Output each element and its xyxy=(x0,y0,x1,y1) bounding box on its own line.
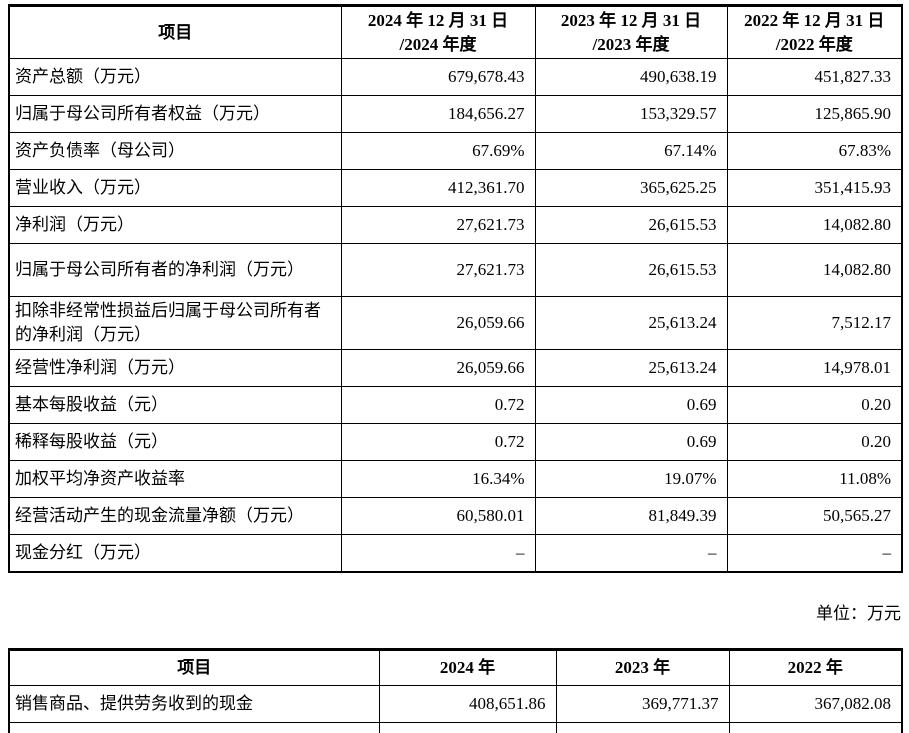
value-cell: 19.07% xyxy=(534,460,728,498)
header-item: 项目 xyxy=(8,5,342,59)
table-row: 营业收入（万元） 412,361.70 365,625.25 351,415.9… xyxy=(8,169,903,207)
value-cell: 81,849.39 xyxy=(534,497,728,535)
value-cell: 367,082.08 xyxy=(728,685,903,723)
row-label: 经营活动产生的现金流量净额（万元） xyxy=(8,497,342,535)
value-cell: 0.20 xyxy=(726,423,903,461)
row-label: 加权平均净资产收益率 xyxy=(8,460,342,498)
value-cell: 50,565.27 xyxy=(726,497,903,535)
value-cell: 26,059.66 xyxy=(340,296,536,350)
table-row: 基本每股收益（元） 0.72 0.69 0.20 xyxy=(8,386,903,424)
value-cell: 365,625.25 xyxy=(534,169,728,207)
value-cell xyxy=(728,722,903,733)
financial-indicators-table: 项目 2024 年 12 月 31 日 /2024 年度 2023 年 12 月… xyxy=(8,4,903,573)
value-cell: – xyxy=(726,534,903,572)
value-cell: 26,615.53 xyxy=(534,206,728,244)
table-header-row: 项目 2024 年 2023 年 2022 年 xyxy=(8,649,903,686)
header-period-2024: 2024 年 12 月 31 日 /2024 年度 xyxy=(340,5,536,59)
row-label: 稀释每股收益（元） xyxy=(8,423,342,461)
value-cell xyxy=(555,722,730,733)
row-label: 资产总额（万元） xyxy=(8,58,342,96)
value-cell: 0.72 xyxy=(340,423,536,461)
value-cell: 67.14% xyxy=(534,132,728,170)
value-cell: 125,865.90 xyxy=(726,95,903,133)
value-cell xyxy=(378,722,557,733)
value-cell: 67.83% xyxy=(726,132,903,170)
table-row: 净利润（万元） 27,621.73 26,615.53 14,082.80 xyxy=(8,206,903,244)
value-cell: 153,329.57 xyxy=(534,95,728,133)
table-row: 扣除非经常性损益后归属于母公司所有者的净利润（万元） 26,059.66 25,… xyxy=(8,296,903,350)
header-period-2023: 2023 年 12 月 31 日 /2023 年度 xyxy=(534,5,728,59)
table-row: 归属于母公司所有者的净利润（万元） 27,621.73 26,615.53 14… xyxy=(8,243,903,297)
unit-label: 单位：万元 xyxy=(816,604,901,623)
row-label: 归属于母公司所有者权益（万元） xyxy=(8,95,342,133)
header-year-2024: 2024 年 xyxy=(378,649,557,686)
table-row: 资产负债率（母公司） 67.69% 67.14% 67.83% xyxy=(8,132,903,170)
row-label: 经营性净利润（万元） xyxy=(8,349,342,387)
table-row: 经营性净利润（万元） 26,059.66 25,613.24 14,978.01 xyxy=(8,349,903,387)
header-period-2022: 2022 年 12 月 31 日 /2022 年度 xyxy=(726,5,903,59)
header-year-2023: 2023 年 xyxy=(555,649,730,686)
table-row-clipped xyxy=(8,722,903,733)
value-cell: 16.34% xyxy=(340,460,536,498)
value-cell: 25,613.24 xyxy=(534,296,728,350)
row-label: 销售商品、提供劳务收到的现金 xyxy=(8,685,380,723)
value-cell: 0.69 xyxy=(534,423,728,461)
table-row: 经营活动产生的现金流量净额（万元） 60,580.01 81,849.39 50… xyxy=(8,497,903,535)
value-cell: 679,678.43 xyxy=(340,58,536,96)
row-label: 营业收入（万元） xyxy=(8,169,342,207)
table-row: 加权平均净资产收益率 16.34% 19.07% 11.08% xyxy=(8,460,903,498)
table-row: 现金分红（万元） – – – xyxy=(8,534,903,572)
value-cell: 0.20 xyxy=(726,386,903,424)
value-cell: 451,827.33 xyxy=(726,58,903,96)
value-cell: 27,621.73 xyxy=(340,206,536,244)
value-cell: 25,613.24 xyxy=(534,349,728,387)
value-cell: 60,580.01 xyxy=(340,497,536,535)
value-cell: 7,512.17 xyxy=(726,296,903,350)
value-cell: 26,059.66 xyxy=(340,349,536,387)
header-item: 项目 xyxy=(8,649,380,686)
row-label: 基本每股收益（元） xyxy=(8,386,342,424)
value-cell: 14,978.01 xyxy=(726,349,903,387)
value-cell: 490,638.19 xyxy=(534,58,728,96)
row-label: 净利润（万元） xyxy=(8,206,342,244)
value-cell: 412,361.70 xyxy=(340,169,536,207)
value-cell: 184,656.27 xyxy=(340,95,536,133)
value-cell: 0.69 xyxy=(534,386,728,424)
row-label: 资产负债率（母公司） xyxy=(8,132,342,170)
table-header-row: 项目 2024 年 12 月 31 日 /2024 年度 2023 年 12 月… xyxy=(8,5,903,59)
value-cell: 27,621.73 xyxy=(340,243,536,297)
table-row: 稀释每股收益（元） 0.72 0.69 0.20 xyxy=(8,423,903,461)
row-label: 扣除非经常性损益后归属于母公司所有者的净利润（万元） xyxy=(8,296,342,350)
table-row: 销售商品、提供劳务收到的现金 408,651.86 369,771.37 367… xyxy=(8,685,903,723)
value-cell: 0.72 xyxy=(340,386,536,424)
value-cell: 408,651.86 xyxy=(378,685,557,723)
cash-flow-table: 项目 2024 年 2023 年 2022 年 销售商品、提供劳务收到的现金 4… xyxy=(8,648,903,733)
table-row: 归属于母公司所有者权益（万元） 184,656.27 153,329.57 12… xyxy=(8,95,903,133)
table-row: 资产总额（万元） 679,678.43 490,638.19 451,827.3… xyxy=(8,58,903,96)
header-year-2022: 2022 年 xyxy=(728,649,903,686)
value-cell: 14,082.80 xyxy=(726,243,903,297)
value-cell: 351,415.93 xyxy=(726,169,903,207)
row-label: 归属于母公司所有者的净利润（万元） xyxy=(8,243,342,297)
value-cell: 26,615.53 xyxy=(534,243,728,297)
value-cell: 11.08% xyxy=(726,460,903,498)
row-label: 现金分红（万元） xyxy=(8,534,342,572)
value-cell: – xyxy=(534,534,728,572)
value-cell: – xyxy=(340,534,536,572)
value-cell: 369,771.37 xyxy=(555,685,730,723)
row-label xyxy=(8,722,380,733)
value-cell: 14,082.80 xyxy=(726,206,903,244)
value-cell: 67.69% xyxy=(340,132,536,170)
